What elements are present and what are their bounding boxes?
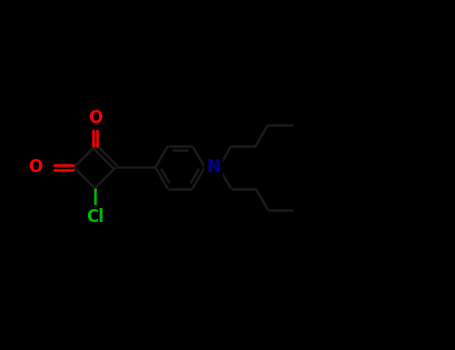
Text: O: O: [88, 109, 102, 127]
Text: O: O: [28, 159, 42, 176]
Text: Cl: Cl: [86, 208, 104, 226]
Text: N: N: [207, 159, 220, 176]
